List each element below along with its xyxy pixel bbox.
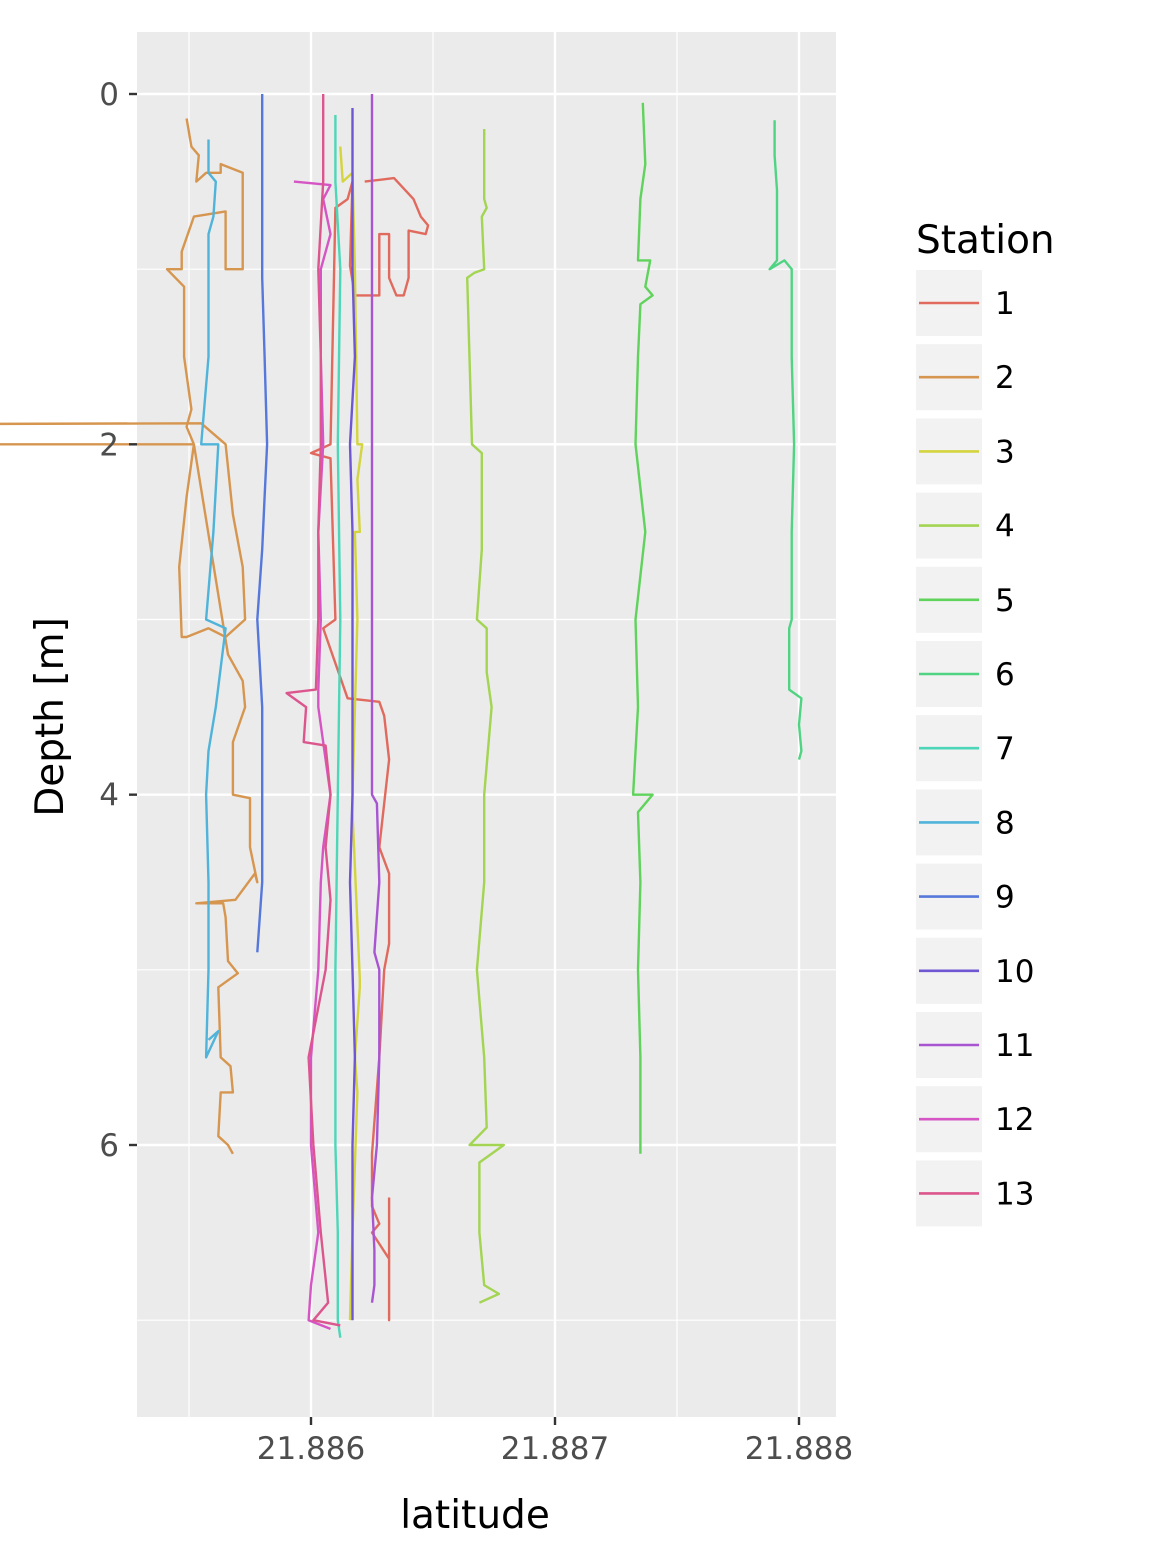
y-tick-label: 0 [99, 77, 119, 113]
legend-label-6: 6 [995, 657, 1015, 693]
legend-label-9: 9 [995, 880, 1015, 916]
panel-background [137, 32, 836, 1417]
y-tick-label: 6 [99, 1128, 119, 1164]
y-tick-label: 2 [99, 427, 119, 463]
series-line-2 [0, 118, 259, 1155]
legend-label-8: 8 [995, 805, 1015, 841]
x-tick-label: 21.888 [745, 1431, 853, 1467]
x-axis-title: latitude [400, 1493, 550, 1538]
axes: 21.886 21.887 21.888 0 2 4 6 [99, 77, 853, 1467]
legend-label-4: 4 [995, 509, 1015, 545]
legend-label-5: 5 [995, 583, 1015, 619]
legend-label-12: 12 [995, 1102, 1034, 1138]
legend-label-13: 13 [995, 1176, 1034, 1212]
y-axis-title: Depth [m] [28, 617, 73, 817]
series-line-12 [293, 180, 332, 1331]
legend-label-1: 1 [995, 286, 1015, 322]
legend-label-3: 3 [995, 434, 1015, 470]
series-line-9 [256, 94, 269, 953]
series-line-10 [348, 108, 357, 1321]
legend-title: Station [916, 218, 1055, 263]
x-tick-label: 21.887 [501, 1431, 609, 1467]
y-tick-label: 4 [99, 778, 119, 814]
series-line-4 [466, 129, 505, 1304]
legend-label-2: 2 [995, 360, 1015, 396]
series-line-13 [285, 94, 341, 1327]
series-line-8 [199, 139, 227, 1059]
series-line-1 [309, 176, 430, 1322]
series-lines [0, 94, 803, 1338]
series-line-11 [370, 94, 381, 1303]
legend-label-11: 11 [995, 1028, 1034, 1064]
series-line-6 [768, 120, 803, 760]
legend-label-10: 10 [995, 954, 1034, 990]
series-line-7 [334, 115, 342, 1338]
series-line-5 [631, 102, 654, 1154]
legend-label-7: 7 [995, 731, 1015, 767]
x-tick-label: 21.886 [257, 1431, 365, 1467]
